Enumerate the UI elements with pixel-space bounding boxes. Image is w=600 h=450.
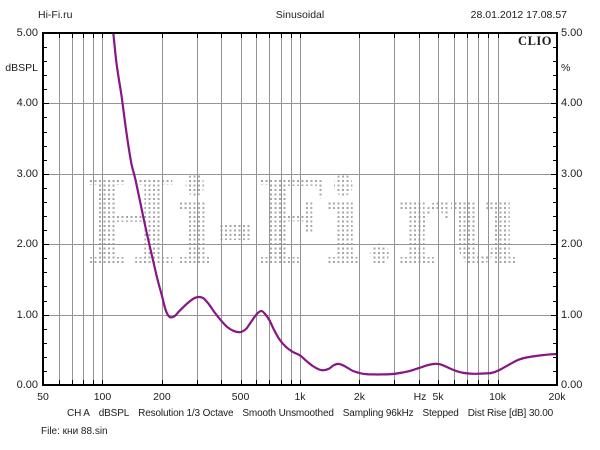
measurement-title: Sinusoidal bbox=[275, 9, 325, 21]
y-axis-unit-right: % bbox=[561, 62, 571, 74]
status-dist-rise: Dist Rise [dB] 30.00 bbox=[467, 408, 554, 419]
y-axis-label-right: 2.00 bbox=[561, 238, 583, 251]
x-axis-label: 10k bbox=[489, 391, 506, 403]
x-axis-label: 500 bbox=[231, 391, 250, 403]
plot-border bbox=[42, 32, 558, 386]
thd-curve bbox=[112, 33, 557, 376]
y-axis-label-left: 1.00 bbox=[16, 308, 38, 321]
y-axis-label-right: 4.00 bbox=[561, 97, 583, 110]
status-unit: dBSPL bbox=[98, 408, 130, 419]
y-axis-label-left: 5.00 bbox=[16, 27, 38, 39]
x-axis-label: 5k bbox=[432, 391, 444, 403]
status-resolution: Resolution 1/3 Octave bbox=[138, 408, 234, 419]
y-axis-label-right: 0.00 bbox=[561, 379, 583, 391]
x-axis-label: 2k bbox=[353, 391, 365, 403]
x-axis-label: 20k bbox=[548, 391, 566, 403]
y-axis-label-left: 4.00 bbox=[16, 97, 38, 110]
header-datetime: 28.01.2012 17.08.57 bbox=[470, 9, 567, 21]
y-axis-label-right: 1.00 bbox=[561, 308, 583, 321]
measurement-status-line: CH A dBSPL Resolution 1/3 Octave Smooth … bbox=[67, 408, 553, 419]
status-channel: CH A bbox=[67, 408, 90, 419]
x-axis-label: 50 bbox=[37, 391, 49, 403]
y-axis-label-right: 5.00 bbox=[561, 27, 583, 39]
x-axis-label: 200 bbox=[153, 391, 171, 403]
file-name-label: File: кни 88.sin bbox=[41, 426, 108, 437]
x-axis-label: 1k bbox=[294, 391, 306, 403]
status-mode: Stepped bbox=[422, 408, 459, 419]
x-axis-unit: Hz bbox=[413, 391, 427, 403]
status-smooth: Smooth Unsmoothed bbox=[242, 408, 334, 419]
x-axis-label: 100 bbox=[93, 391, 112, 403]
y-axis-unit-left: dBSPL bbox=[5, 62, 38, 74]
watermark-text: Hi-Fi.ru bbox=[84, 153, 521, 292]
header-site-label: Hi-Fi.ru bbox=[38, 9, 73, 21]
y-axis-label-right: 3.00 bbox=[561, 167, 583, 180]
clio-logo: CLIO bbox=[518, 34, 552, 48]
y-axis-label-left: 0.00 bbox=[16, 379, 38, 391]
status-sampling: Sampling 96kHz bbox=[342, 408, 414, 419]
y-axis-label-left: 2.00 bbox=[16, 238, 38, 251]
y-axis-label-left: 3.00 bbox=[16, 167, 38, 180]
